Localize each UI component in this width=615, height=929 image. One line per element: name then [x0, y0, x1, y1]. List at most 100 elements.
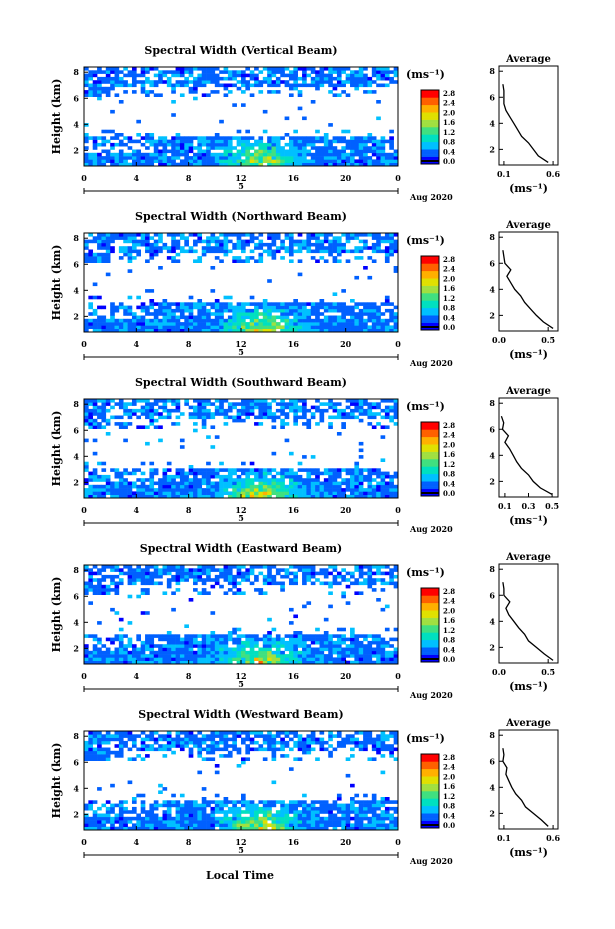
- heatmap-cell: [258, 637, 264, 642]
- heatmap-cell: [271, 820, 277, 824]
- heatmap-cell: [210, 568, 216, 572]
- heatmap-cell: [184, 315, 189, 320]
- heatmap-cell: [175, 408, 181, 413]
- heatmap-cell: [249, 826, 255, 831]
- heatmap-cell: [332, 471, 338, 476]
- colorbar-zero-line: [421, 160, 439, 162]
- heatmap-cell: [223, 328, 229, 333]
- heatmap-cell: [123, 233, 128, 237]
- heatmap-cell: [363, 571, 368, 576]
- x-tick-label: 4: [134, 173, 140, 183]
- heatmap-cell: [210, 76, 216, 81]
- heatmap-cell: [319, 305, 325, 310]
- heatmap-cell: [131, 494, 137, 499]
- heatmap-cell: [350, 308, 355, 313]
- heatmap-cell: [175, 647, 181, 652]
- heatmap-cell: [140, 322, 146, 326]
- heatmap-cell: [302, 305, 307, 310]
- heatmap-cell: [166, 80, 172, 84]
- heatmap-cell: [97, 740, 102, 745]
- heatmap-cell: [302, 412, 307, 416]
- heatmap-cell: [354, 565, 360, 569]
- heatmap-cell: [201, 740, 207, 745]
- heatmap-cell: [140, 83, 146, 88]
- heatmap-cell: [297, 139, 303, 144]
- heatmap-cell: [153, 322, 159, 326]
- average-frame: [498, 563, 559, 664]
- heatmap-cell: [201, 308, 207, 313]
- heatmap-cell: [393, 408, 399, 413]
- heatmap-cell: [341, 412, 346, 416]
- heatmap-cell: [323, 631, 329, 635]
- heatmap-cell: [131, 797, 137, 801]
- heatmap-cell: [275, 136, 281, 140]
- heatmap-cell: [193, 813, 198, 818]
- heatmap-cell: [345, 637, 351, 642]
- heatmap-cell: [332, 747, 338, 752]
- heatmap-cell: [188, 740, 194, 745]
- heatmap-cell: [315, 481, 320, 486]
- heatmap-cell: [271, 156, 277, 160]
- heatmap-cell: [127, 747, 133, 752]
- heatmap-cell: [367, 650, 373, 655]
- heatmap-cell: [210, 734, 216, 738]
- colorbar-segment: [421, 104, 439, 108]
- heatmap-cell: [293, 650, 298, 655]
- heatmap-cell: [332, 660, 338, 665]
- heatmap-cell: [153, 93, 159, 97]
- heatmap-cell: [149, 90, 155, 94]
- heatmap-cell: [206, 488, 211, 492]
- heatmap-cell: [97, 647, 102, 652]
- heatmap-cell: [288, 328, 294, 333]
- heatmap-cell: [284, 657, 290, 661]
- colorbar-segment: [421, 322, 439, 326]
- heatmap-cell: [84, 318, 89, 323]
- heatmap-cell: [236, 488, 242, 492]
- heatmap-cell: [158, 425, 163, 429]
- heatmap-cell: [288, 136, 294, 140]
- heatmap-cell: [92, 647, 98, 652]
- heatmap-cell: [262, 810, 268, 814]
- heatmap-cell: [389, 152, 394, 157]
- heatmap-cell: [236, 156, 242, 160]
- heatmap-cell: [302, 422, 307, 426]
- heatmap-cell: [158, 438, 163, 443]
- heatmap-cell: [84, 418, 89, 423]
- heatmap-cell: [302, 162, 307, 167]
- heatmap-cell: [145, 491, 150, 495]
- colorbar-segment: [421, 595, 439, 599]
- heatmap-cell: [118, 826, 124, 831]
- heatmap-cell: [241, 399, 246, 403]
- heatmap-cell: [280, 152, 285, 157]
- heatmap-cell: [306, 806, 312, 811]
- heatmap-cell: [101, 415, 107, 420]
- heatmap-cell: [293, 571, 298, 576]
- colorbar-segment: [421, 161, 439, 165]
- heatmap-cell: [227, 136, 233, 140]
- heatmap-cell: [336, 162, 342, 167]
- heatmap-cell: [363, 650, 368, 655]
- heatmap-cell: [171, 259, 176, 263]
- heatmap-cell: [350, 478, 355, 482]
- heatmap-cell: [249, 308, 255, 313]
- heatmap-cell: [345, 305, 351, 310]
- heatmap-cell: [110, 328, 115, 333]
- heatmap-cell: [293, 67, 298, 71]
- heatmap-cell: [131, 481, 137, 486]
- heatmap-cell: [158, 650, 163, 655]
- heatmap-cell: [293, 660, 298, 665]
- heatmap-cell: [188, 598, 194, 602]
- heatmap-cell: [358, 139, 364, 144]
- heatmap-cell: [315, 826, 320, 831]
- heatmap-cell: [136, 239, 141, 244]
- heatmap-cell: [284, 644, 290, 648]
- heatmap-cell: [92, 657, 98, 661]
- heatmap-cell: [258, 305, 264, 310]
- heatmap-cell: [315, 156, 320, 160]
- heatmap-cell: [328, 156, 333, 160]
- heatmap-cell: [315, 70, 320, 74]
- heatmap-cell: [302, 494, 307, 499]
- heatmap-cell: [297, 149, 303, 154]
- heatmap-cell: [101, 246, 107, 250]
- heatmap-cell: [376, 494, 381, 499]
